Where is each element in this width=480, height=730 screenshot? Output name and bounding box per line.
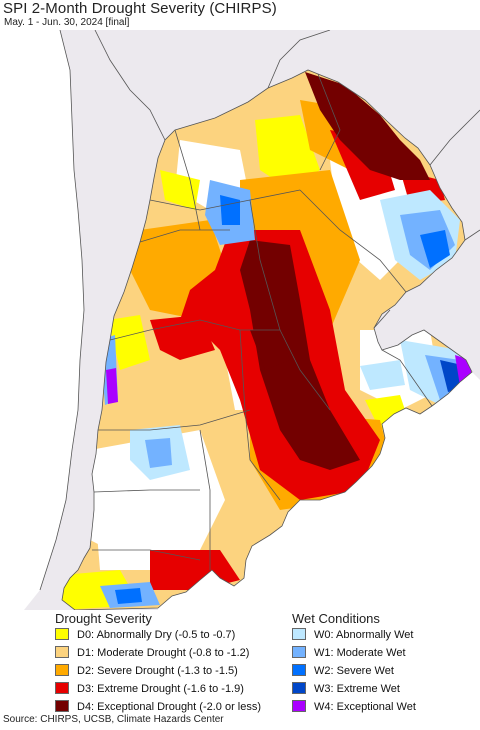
legend-label-d0: D0: Abnormally Dry (-0.5 to -0.7) [77,629,236,641]
legend-wet: Wet Conditions W0: Abnormally Wet W1: Mo… [292,610,416,717]
legend-label-d3: D3: Extreme Drought (-1.6 to -1.9) [77,683,244,695]
legend-item-d4: D4: Exceptional Drought (-2.0 or less) [55,699,261,717]
legend-item-w1: W1: Moderate Wet [292,645,406,663]
legend-label-w2: W2: Severe Wet [314,665,394,677]
atlantic-ocean [158,372,480,610]
source-credit: Source: CHIRPS, UCSB, Climate Hazards Ce… [3,714,224,725]
legend-label-w4: W4: Exceptional Wet [314,701,416,713]
legend-label-w1: W1: Moderate Wet [314,647,406,659]
legend-wet-heading: Wet Conditions [292,611,380,626]
legend-item-w2: W2: Severe Wet [292,663,394,681]
swatch-w1 [292,646,306,658]
legend-item-d3: D3: Extreme Drought (-1.6 to -1.9) [55,681,244,699]
admin-borders [61,69,473,610]
legend-label-w3: W3: Extreme Wet [314,683,400,695]
pacific-ocean [0,30,84,610]
legend-item-d0: D0: Abnormally Dry (-0.5 to -0.7) [55,627,235,645]
legend-label-d1: D1: Moderate Drought (-0.8 to -1.2) [77,647,250,659]
legend-item-w0: W0: Abnormally Wet [292,627,413,645]
legend-drought-heading: Drought Severity [55,611,152,626]
legend-drought: Drought Severity D0: Abnormally Dry (-0.… [55,610,261,717]
legend-item-w3: W3: Extreme Wet [292,681,400,699]
swatch-d4 [55,700,69,712]
swatch-d3 [55,682,69,694]
map-title: SPI 2-Month Drought Severity (CHIRPS) [3,0,277,17]
swatch-w3 [292,682,306,694]
legend-item-d2: D2: Severe Drought (-1.3 to -1.5) [55,663,238,681]
legend-label-w0: W0: Abnormally Wet [314,629,414,641]
legend-item-d1: D1: Moderate Drought (-0.8 to -1.2) [55,645,249,663]
legend-label-d2: D2: Severe Drought (-1.3 to -1.5) [77,665,238,677]
swatch-d1 [55,646,69,658]
swatch-d0 [55,628,69,640]
legend-label-d4: D4: Exceptional Drought (-2.0 or less) [77,701,262,713]
map-subtitle: May. 1 - Jun. 30, 2024 [final] [4,17,130,28]
swatch-w0 [292,628,306,640]
legend: Drought Severity D0: Abnormally Dry (-0.… [0,610,480,713]
neighbor-borders [39,30,480,591]
drought-map [0,30,480,610]
swatch-d2 [55,664,69,676]
legend-item-w4: W4: Exceptional Wet [292,699,416,717]
swatch-w4 [292,700,306,712]
swatch-w2 [292,664,306,676]
